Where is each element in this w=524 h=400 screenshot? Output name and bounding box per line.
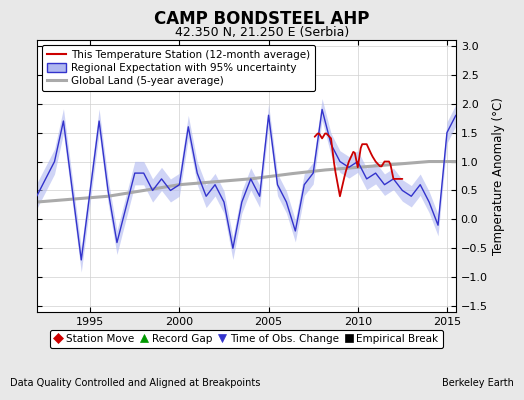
Text: Data Quality Controlled and Aligned at Breakpoints: Data Quality Controlled and Aligned at B… (10, 378, 261, 388)
Text: CAMP BONDSTEEL AHP: CAMP BONDSTEEL AHP (154, 10, 370, 28)
Legend: Station Move, Record Gap, Time of Obs. Change, Empirical Break: Station Move, Record Gap, Time of Obs. C… (50, 330, 443, 348)
Text: 42.350 N, 21.250 E (Serbia): 42.350 N, 21.250 E (Serbia) (175, 26, 349, 39)
Legend: This Temperature Station (12-month average), Regional Expectation with 95% uncer: This Temperature Station (12-month avera… (42, 45, 315, 91)
Y-axis label: Temperature Anomaly (°C): Temperature Anomaly (°C) (492, 97, 505, 255)
Text: Berkeley Earth: Berkeley Earth (442, 378, 514, 388)
